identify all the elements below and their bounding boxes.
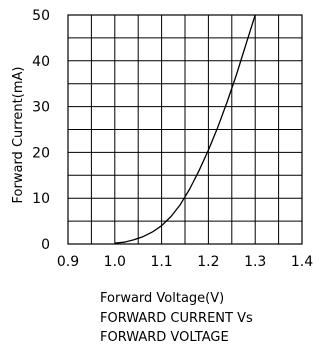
y-tick-labels: 0 10 20 30 40 50 bbox=[32, 8, 50, 253]
x-tick-label: 1.3 bbox=[244, 254, 266, 270]
forward-current-curve bbox=[114, 14, 256, 244]
x-tick-label: 1.0 bbox=[104, 254, 126, 270]
plot-frame bbox=[67, 14, 303, 245]
chart-title-line-1: FORWARD CURRENT Vs bbox=[100, 311, 253, 326]
y-tick-label: 10 bbox=[32, 191, 50, 207]
series-layer bbox=[114, 14, 256, 244]
x-tick-label: 1.1 bbox=[150, 254, 172, 270]
x-tick-label: 0.9 bbox=[57, 254, 79, 270]
y-tick-label: 20 bbox=[32, 145, 50, 161]
x-tick-labels: 0.9 1.0 1.1 1.2 1.3 1.4 bbox=[57, 254, 313, 270]
x-tick-label: 1.2 bbox=[197, 254, 219, 270]
y-tick-label: 40 bbox=[32, 54, 50, 70]
y-tick-label: 0 bbox=[41, 237, 50, 253]
y-axis-label: Forward Current(mA) bbox=[11, 67, 26, 204]
x-axis-label: Forward Voltage(V) bbox=[100, 291, 224, 306]
y-tick-label: 50 bbox=[32, 8, 50, 24]
chart-title-line-2: FORWARD VOLTAGE bbox=[100, 330, 229, 345]
y-tick-label: 30 bbox=[32, 100, 50, 116]
grid-lines bbox=[68, 15, 302, 244]
x-tick-label: 1.4 bbox=[291, 254, 313, 270]
